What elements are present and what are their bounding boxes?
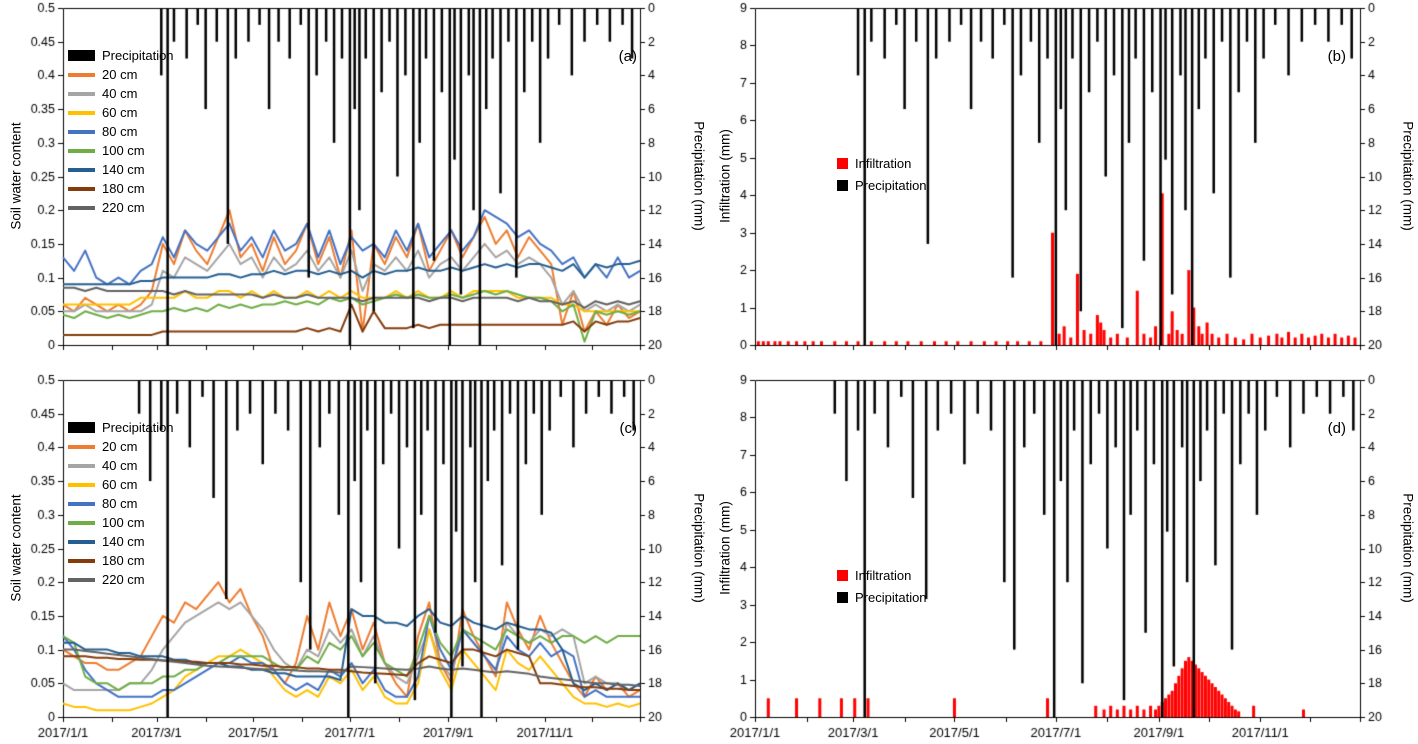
legend-swatch-icon — [68, 167, 95, 172]
legend-label: 100 cm — [102, 515, 145, 530]
legend-label: 140 cm — [102, 162, 145, 177]
legend-item: 140 cm — [68, 532, 174, 551]
legend-swatch-icon — [68, 482, 95, 487]
panel-a-legend: Precipitation 20 cm 40 cm 60 cm 80 cm 100 cm 1… — [68, 46, 174, 217]
panel-d-canvas — [709, 372, 1418, 744]
legend-label: 220 cm — [102, 200, 145, 215]
legend-label: 20 cm — [102, 439, 138, 454]
legend-item: 20 cm — [68, 437, 174, 456]
legend-label: Precipitation — [855, 589, 927, 605]
legend-swatch-icon — [68, 558, 95, 563]
legend-label: Precipitation — [102, 420, 174, 435]
panel-c-right-axis-title: Precipitation (mm) — [691, 493, 707, 603]
panel-b-right-axis-title: Precipitation (mm) — [1400, 121, 1416, 231]
legend-item: 220 cm — [68, 570, 174, 589]
legend-item: 100 cm — [68, 513, 174, 532]
panel-b-canvas — [709, 0, 1418, 372]
panel-c-canvas — [0, 372, 709, 744]
legend-item: 40 cm — [68, 456, 174, 475]
legend-label: Infiltration — [855, 567, 912, 583]
panel-b-label: (b) — [1327, 48, 1346, 65]
panel-d-left-axis-title: Infiltration (mm) — [717, 501, 733, 595]
panel-c-left-axis-title: Soil water content — [8, 494, 24, 602]
legend-label: Precipitation — [855, 177, 927, 193]
legend-item: 60 cm — [68, 103, 174, 122]
legend-label: Precipitation — [102, 48, 174, 63]
legend-swatch-icon — [68, 205, 95, 210]
panel-d-legend: Infiltration Precipitation — [837, 564, 927, 608]
legend-swatch-icon — [837, 569, 848, 581]
legend-swatch-icon — [68, 186, 95, 191]
panel-a-right-axis-title: Precipitation (mm) — [691, 121, 707, 231]
panel-a: Soil water content Precipitation (mm) (a… — [0, 0, 709, 372]
panel-a-canvas — [0, 0, 709, 372]
legend-item: Infiltration — [837, 564, 927, 586]
panel-c-legend: Precipitation 20 cm 40 cm 60 cm 80 cm 100 cm 1… — [68, 418, 174, 589]
panel-c-label: (c) — [619, 420, 638, 437]
legend-item: 80 cm — [68, 122, 174, 141]
panel-b-legend: Infiltration Precipitation — [837, 152, 927, 196]
legend-label: 40 cm — [102, 458, 138, 473]
legend-label: 40 cm — [102, 86, 138, 101]
legend-swatch-icon — [68, 148, 95, 153]
panel-b: Infiltration (mm) Precipitation (mm) (b)… — [709, 0, 1418, 372]
panel-a-label: (a) — [618, 48, 637, 65]
legend-item: 20 cm — [68, 65, 174, 84]
legend-swatch-icon — [68, 110, 95, 115]
legend-swatch-icon — [68, 577, 95, 582]
legend-item: 60 cm — [68, 475, 174, 494]
legend-swatch-icon — [68, 444, 95, 449]
legend-swatch-icon — [837, 157, 848, 169]
legend-swatch-icon — [68, 91, 95, 96]
legend-label: 100 cm — [102, 143, 145, 158]
legend-swatch-icon — [68, 539, 95, 544]
legend-label: Infiltration — [855, 155, 912, 171]
legend-item: 220 cm — [68, 198, 174, 217]
panel-d: Infiltration (mm) Precipitation (mm) (d)… — [709, 372, 1418, 744]
legend-label: 60 cm — [102, 477, 138, 492]
legend-label: 180 cm — [102, 181, 145, 196]
legend-item: 180 cm — [68, 551, 174, 570]
panel-b-left-axis-title: Infiltration (mm) — [717, 129, 733, 223]
legend-swatch-icon — [837, 591, 848, 603]
legend-swatch-icon — [68, 422, 95, 433]
legend-label: 80 cm — [102, 496, 138, 511]
legend-swatch-icon — [68, 72, 95, 77]
legend-item: Precipitation — [68, 46, 174, 65]
legend-label: 180 cm — [102, 553, 145, 568]
legend-label: 60 cm — [102, 105, 138, 120]
legend-label: 80 cm — [102, 124, 138, 139]
panel-a-left-axis-title: Soil water content — [8, 122, 24, 230]
legend-item: Precipitation — [837, 586, 927, 608]
legend-swatch-icon — [68, 520, 95, 525]
legend-item: 40 cm — [68, 84, 174, 103]
legend-swatch-icon — [837, 179, 848, 191]
legend-item: 80 cm — [68, 494, 174, 513]
legend-item: 140 cm — [68, 160, 174, 179]
legend-item: Precipitation — [68, 418, 174, 437]
panel-d-right-axis-title: Precipitation (mm) — [1400, 493, 1416, 603]
legend-item: 100 cm — [68, 141, 174, 160]
legend-item: Infiltration — [837, 152, 927, 174]
legend-swatch-icon — [68, 129, 95, 134]
legend-label: 220 cm — [102, 572, 145, 587]
legend-item: Precipitation — [837, 174, 927, 196]
legend-label: 20 cm — [102, 67, 138, 82]
legend-label: 140 cm — [102, 534, 145, 549]
legend-swatch-icon — [68, 501, 95, 506]
legend-item: 180 cm — [68, 179, 174, 198]
legend-swatch-icon — [68, 50, 95, 61]
legend-swatch-icon — [68, 463, 95, 468]
panel-c: Soil water content Precipitation (mm) (c… — [0, 372, 709, 744]
panel-d-label: (d) — [1327, 420, 1346, 437]
